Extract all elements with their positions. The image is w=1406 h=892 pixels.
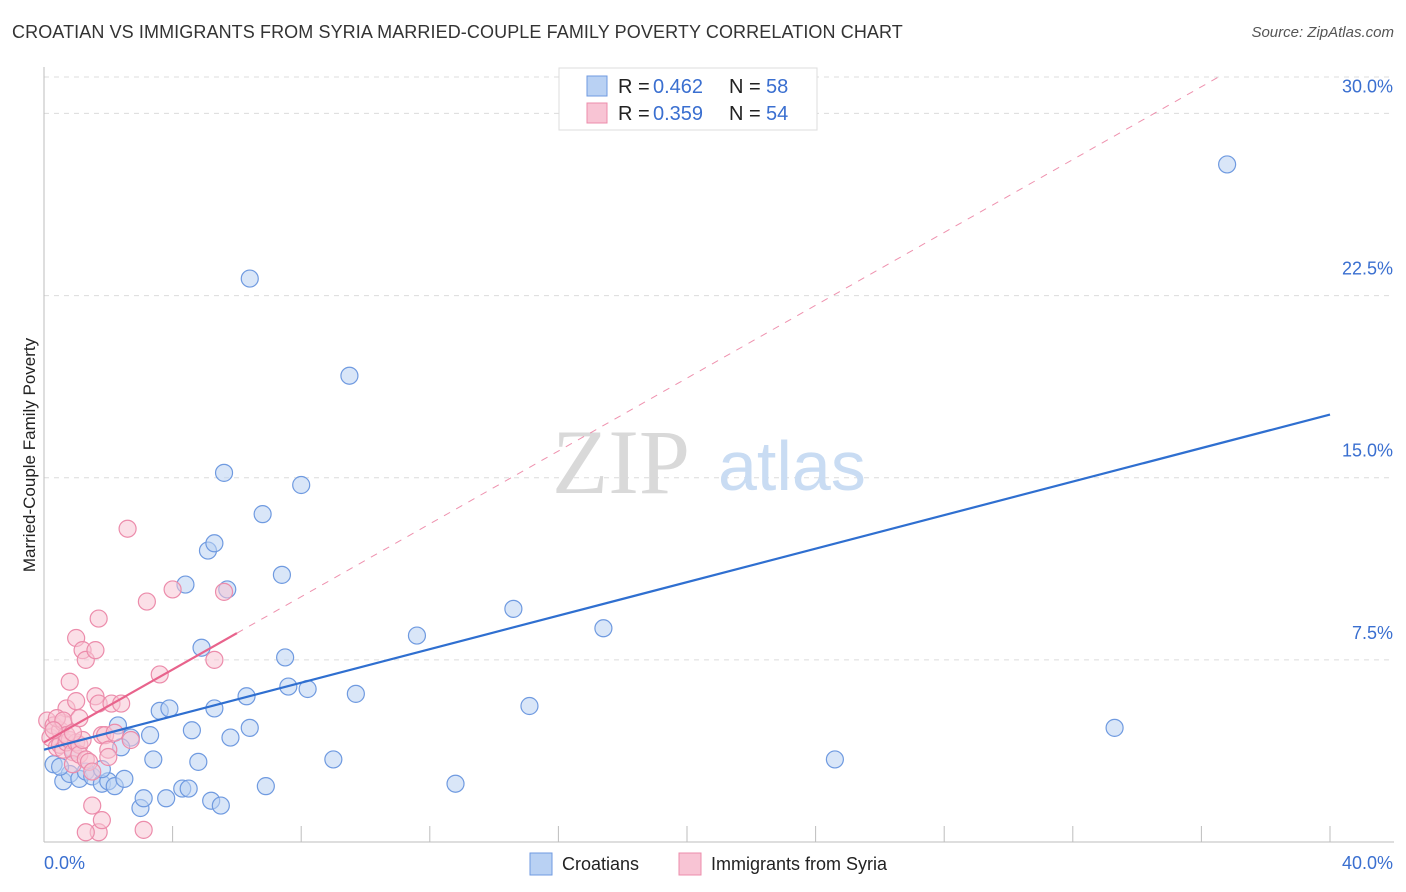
legend-r-label-1: R = [618,76,650,98]
series-legend: Croatians Immigrants from Syria [529,852,888,876]
croatians-point [276,648,295,667]
croatians-point [324,750,343,769]
y-tick-label: 15.0% [1342,441,1393,461]
legend-n-value-2: 54 [766,103,788,125]
croatians-point [144,750,163,769]
bottom-legend-swatch-croatians [529,852,553,876]
trend-lines [236,76,1219,634]
croatians-point [825,750,844,769]
x-tick-label-min: 0.0% [44,853,85,873]
syria-point [205,650,224,669]
bottom-legend-syria: Immigrants from Syria [711,854,888,874]
grid-lines [44,76,1394,661]
legend-swatch-syria [586,102,608,124]
croatians-point [221,728,240,747]
croatians-point [504,599,523,618]
y-axis-title: Married-Couple Family Poverty [20,337,39,572]
croatians-point [140,726,160,745]
syria-point [214,582,234,601]
axes: 7.5% 15.0% 22.5% 30.0% 0.0% 40.0% [43,67,1394,873]
syria-point [118,519,137,538]
legend-n-label-2: N = [729,103,761,125]
syria-point [121,730,140,750]
syria-point [83,796,102,815]
syria-point [60,672,79,691]
croatians-point [340,366,359,385]
syria-point [67,692,86,711]
y-tick-label: 7.5% [1352,623,1393,643]
croatians-point [240,269,259,288]
legend-swatch-croatians [586,75,608,97]
croatians-point [520,696,539,716]
syria-point [89,609,108,628]
croatians-point [240,718,259,737]
croatians-point [256,777,275,796]
syria-point [76,823,95,842]
chart-source: Source: ZipAtlas.com [1251,24,1394,41]
croatians-point [253,505,272,524]
legend-n-label-1: N = [729,76,761,98]
y-tick-label: 30.0% [1342,76,1393,96]
croatians-point [272,565,292,584]
correlation-legend: R = 0.462 N = 58 R = 0.359 N = 54 [558,67,818,131]
croatians-point [182,721,201,740]
y-tick-label: 22.5% [1342,259,1393,279]
croatians-point [115,769,134,788]
syria-trend-line [43,632,238,744]
croatians-point [211,796,230,815]
syria-point [134,820,153,839]
croatians-point [346,684,365,703]
watermark: ZIP atlas [552,411,866,513]
syria-point [83,762,102,781]
legend-n-value-1: 58 [766,76,788,98]
croatians-point [134,789,153,808]
croatians-point [189,752,208,771]
syria-point [163,580,182,599]
croatians-point [407,626,427,645]
syria-point [137,592,156,611]
data-points [38,155,1331,842]
croatians-point [446,774,465,793]
croatians-point [1105,718,1124,737]
croatians-point [594,619,613,638]
croatians-point [1218,155,1237,174]
x-tick-label-max: 40.0% [1342,853,1393,873]
croatians-point [157,789,176,808]
croatians-point [205,699,224,718]
watermark-zip: ZIP [552,411,690,513]
watermark-atlas: atlas [718,427,866,505]
croatians-trend-line [43,413,1331,751]
legend-r-value-1: 0.462 [653,76,703,98]
syria-point [86,641,105,660]
bottom-legend-croatians: Croatians [562,854,639,874]
croatians-point [205,534,224,553]
syria-point [99,747,118,767]
croatians-point [179,779,198,798]
syria-trend-extension [236,76,1219,634]
chart-title: CROATIAN VS IMMIGRANTS FROM SYRIA MARRIE… [12,22,903,42]
legend-r-label-2: R = [618,103,650,125]
croatians-point [292,475,311,495]
bottom-legend-swatch-syria [678,852,702,876]
croatians-point [214,463,234,482]
syria-point [92,811,111,830]
legend-r-value-2: 0.359 [653,103,703,125]
